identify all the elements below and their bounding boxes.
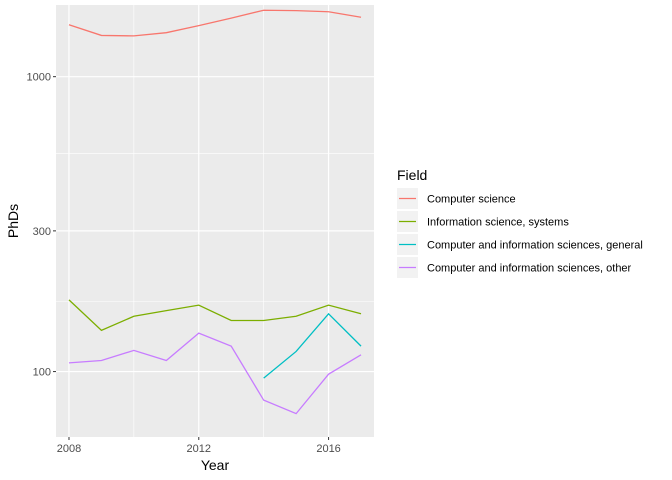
- y-tick-label: 1000: [27, 72, 51, 84]
- x-tick-label: 2012: [187, 443, 211, 455]
- x-tick-label: 2016: [316, 443, 340, 455]
- legend-title: Field: [397, 167, 427, 183]
- legend-label-2: Computer and information sciences, gener…: [427, 240, 643, 252]
- legend-label-1: Information science, systems: [427, 217, 569, 229]
- y-tick-label: 100: [33, 367, 51, 379]
- x-tick-labels: 2008 2012 2016: [57, 443, 341, 455]
- y-axis-title: PhDs: [5, 204, 21, 238]
- legend-items: Computer science Information science, sys…: [397, 188, 643, 278]
- x-tick-label: 2008: [57, 443, 81, 455]
- panel-background: [56, 5, 374, 437]
- y-tick-label: 300: [33, 226, 51, 238]
- y-tick-labels: 100 300 1000: [27, 72, 51, 379]
- x-axis-title: Year: [201, 457, 230, 473]
- legend: Field Computer science Information scienc…: [397, 167, 643, 278]
- legend-label-0: Computer science: [427, 194, 516, 206]
- legend-label-3: Computer and information sciences, other: [427, 263, 632, 275]
